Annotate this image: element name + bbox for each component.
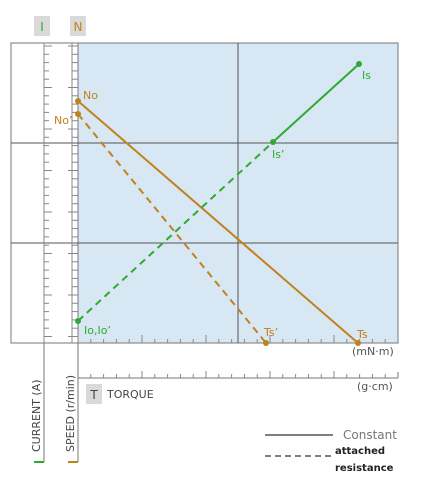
point-ts [355, 340, 361, 346]
label-is: Is [362, 69, 371, 82]
speed-tag-box [70, 16, 86, 36]
label-ts-prime: Ts’ [263, 326, 278, 339]
point-is-prime [270, 139, 276, 145]
axis-ticks [43, 43, 386, 378]
current-resistance-line [77, 141, 274, 322]
speed-axis-title: SPEED (r/min) [64, 375, 77, 452]
speed-tag: N [74, 20, 83, 34]
point-no [75, 98, 81, 104]
current-constant-line [272, 63, 360, 143]
legend-dashed-label-line1: attached [335, 446, 385, 457]
point-ts-prime [263, 340, 269, 346]
point-is [356, 61, 362, 67]
speed-resistance-line [77, 113, 267, 344]
torque-cgs-unit: (g·cm) [357, 380, 393, 393]
torque-tag-box [86, 384, 102, 404]
point-io [75, 318, 81, 324]
speed-constant-line [77, 100, 359, 344]
label-no: No [83, 89, 98, 102]
label-ts: Ts [356, 328, 368, 341]
torque-tag: T [89, 388, 98, 402]
torque-si-unit: (mN·m) [352, 345, 394, 358]
point-no-prime [75, 111, 81, 117]
current-tag-box [34, 16, 50, 36]
label-is-prime: Is’ [272, 148, 284, 161]
current-tag: I [40, 20, 44, 34]
label-io: Io,Io’ [84, 324, 111, 337]
torque-axis-title: TORQUE [106, 388, 154, 401]
label-no-prime: No’ [54, 114, 72, 127]
legend: Constant attached resistance [265, 428, 397, 474]
current-axis-title: CURRENT (A) [30, 379, 43, 452]
legend-dashed-label-line2: resistance [335, 463, 394, 474]
legend-solid-label: Constant [343, 428, 397, 442]
